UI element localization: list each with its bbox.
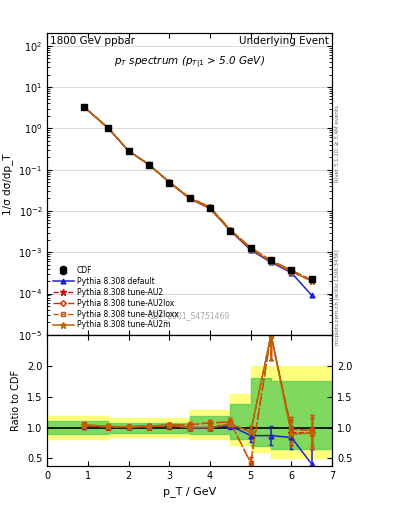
Text: $p_T$ spectrum ($p_{T|1}$ > 5.0 GeV): $p_T$ spectrum ($p_{T|1}$ > 5.0 GeV) — [114, 54, 265, 70]
Y-axis label: 1/σ dσ/dp_T: 1/σ dσ/dp_T — [2, 153, 13, 215]
Pythia 8.308 default — [187, 196, 192, 202]
Pythia 8.308 default — [208, 205, 212, 211]
Legend: CDF, Pythia 8.308 default, Pythia 8.308 tune-AU2, Pythia 8.308 tune-AU2lox, Pyth: CDF, Pythia 8.308 default, Pythia 8.308 … — [51, 264, 180, 331]
Pythia 8.308 tune-AU2m — [269, 259, 274, 265]
Pythia 8.308 default — [126, 148, 131, 154]
Pythia 8.308 tune-AU2m — [81, 103, 86, 110]
Pythia 8.308 tune-AU2lox — [289, 267, 294, 273]
Pythia 8.308 default — [106, 125, 110, 131]
Pythia 8.308 default — [309, 292, 314, 298]
Pythia 8.308 tune-AU2loxx — [269, 258, 274, 264]
Pythia 8.308 tune-AU2loxx — [167, 179, 172, 185]
Pythia 8.308 tune-AU2loxx — [289, 267, 294, 273]
Pythia 8.308 tune-AU2m — [309, 278, 314, 284]
Pythia 8.308 tune-AU2lox — [81, 104, 86, 110]
Pythia 8.308 tune-AU2m — [248, 246, 253, 252]
Text: mcplots.cern.ch [arXiv:1306.3436]: mcplots.cern.ch [arXiv:1306.3436] — [335, 249, 340, 345]
Text: CDF_2001_S4751469: CDF_2001_S4751469 — [149, 311, 230, 319]
Pythia 8.308 tune-AU2m — [228, 227, 233, 233]
Y-axis label: Ratio to CDF: Ratio to CDF — [11, 370, 21, 431]
Pythia 8.308 tune-AU2m — [167, 179, 172, 185]
Pythia 8.308 tune-AU2 — [309, 278, 314, 284]
Pythia 8.308 tune-AU2m — [187, 196, 192, 202]
Pythia 8.308 default — [167, 179, 172, 185]
Pythia 8.308 tune-AU2lox — [269, 258, 274, 264]
Pythia 8.308 tune-AU2 — [147, 162, 151, 168]
Pythia 8.308 tune-AU2lox — [309, 277, 314, 283]
Pythia 8.308 default — [228, 228, 233, 234]
Pythia 8.308 tune-AU2 — [208, 205, 212, 211]
Pythia 8.308 tune-AU2 — [289, 268, 294, 274]
Pythia 8.308 tune-AU2m — [208, 205, 212, 211]
Line: Pythia 8.308 tune-AU2lox: Pythia 8.308 tune-AU2lox — [82, 105, 314, 282]
Pythia 8.308 tune-AU2lox — [167, 179, 172, 185]
Pythia 8.308 tune-AU2lox — [106, 125, 110, 131]
Line: Pythia 8.308 tune-AU2m: Pythia 8.308 tune-AU2m — [81, 103, 315, 284]
Pythia 8.308 tune-AU2 — [269, 259, 274, 265]
Pythia 8.308 tune-AU2lox — [248, 244, 253, 250]
Text: Rivet 3.1.10; ≥ 3.4M events: Rivet 3.1.10; ≥ 3.4M events — [335, 105, 340, 182]
Pythia 8.308 tune-AU2 — [126, 148, 131, 154]
Pythia 8.308 tune-AU2m — [289, 268, 294, 274]
Pythia 8.308 tune-AU2loxx — [126, 148, 131, 154]
Text: 1800 GeV ppbar: 1800 GeV ppbar — [50, 36, 135, 46]
Pythia 8.308 tune-AU2lox — [126, 148, 131, 154]
Pythia 8.308 tune-AU2m — [106, 125, 110, 131]
Pythia 8.308 tune-AU2loxx — [147, 162, 151, 168]
Pythia 8.308 tune-AU2loxx — [248, 244, 253, 250]
Pythia 8.308 tune-AU2loxx — [309, 277, 314, 283]
Pythia 8.308 default — [289, 270, 294, 276]
Pythia 8.308 default — [81, 104, 86, 110]
Pythia 8.308 tune-AU2m — [147, 161, 151, 167]
Pythia 8.308 tune-AU2lox — [187, 195, 192, 201]
Pythia 8.308 tune-AU2 — [187, 196, 192, 202]
Pythia 8.308 tune-AU2lox — [208, 204, 212, 210]
Pythia 8.308 tune-AU2lox — [228, 227, 233, 233]
Pythia 8.308 default — [269, 259, 274, 265]
Pythia 8.308 tune-AU2m — [126, 148, 131, 154]
Pythia 8.308 tune-AU2 — [106, 125, 110, 131]
Pythia 8.308 tune-AU2 — [228, 227, 233, 233]
Line: Pythia 8.308 tune-AU2: Pythia 8.308 tune-AU2 — [81, 103, 315, 284]
Text: Underlying Event: Underlying Event — [239, 36, 329, 46]
Pythia 8.308 tune-AU2 — [81, 103, 86, 110]
X-axis label: p_T / GeV: p_T / GeV — [163, 486, 216, 497]
Pythia 8.308 default — [248, 247, 253, 253]
Pythia 8.308 tune-AU2loxx — [208, 204, 212, 210]
Pythia 8.308 tune-AU2 — [167, 179, 172, 185]
Pythia 8.308 tune-AU2 — [248, 246, 253, 252]
Pythia 8.308 tune-AU2lox — [147, 162, 151, 168]
Pythia 8.308 tune-AU2loxx — [228, 227, 233, 233]
Pythia 8.308 tune-AU2loxx — [81, 104, 86, 110]
Line: Pythia 8.308 tune-AU2loxx: Pythia 8.308 tune-AU2loxx — [81, 104, 314, 283]
Pythia 8.308 tune-AU2loxx — [187, 195, 192, 201]
Pythia 8.308 default — [147, 161, 151, 167]
Pythia 8.308 tune-AU2loxx — [106, 125, 110, 131]
Line: Pythia 8.308 default: Pythia 8.308 default — [81, 104, 314, 298]
